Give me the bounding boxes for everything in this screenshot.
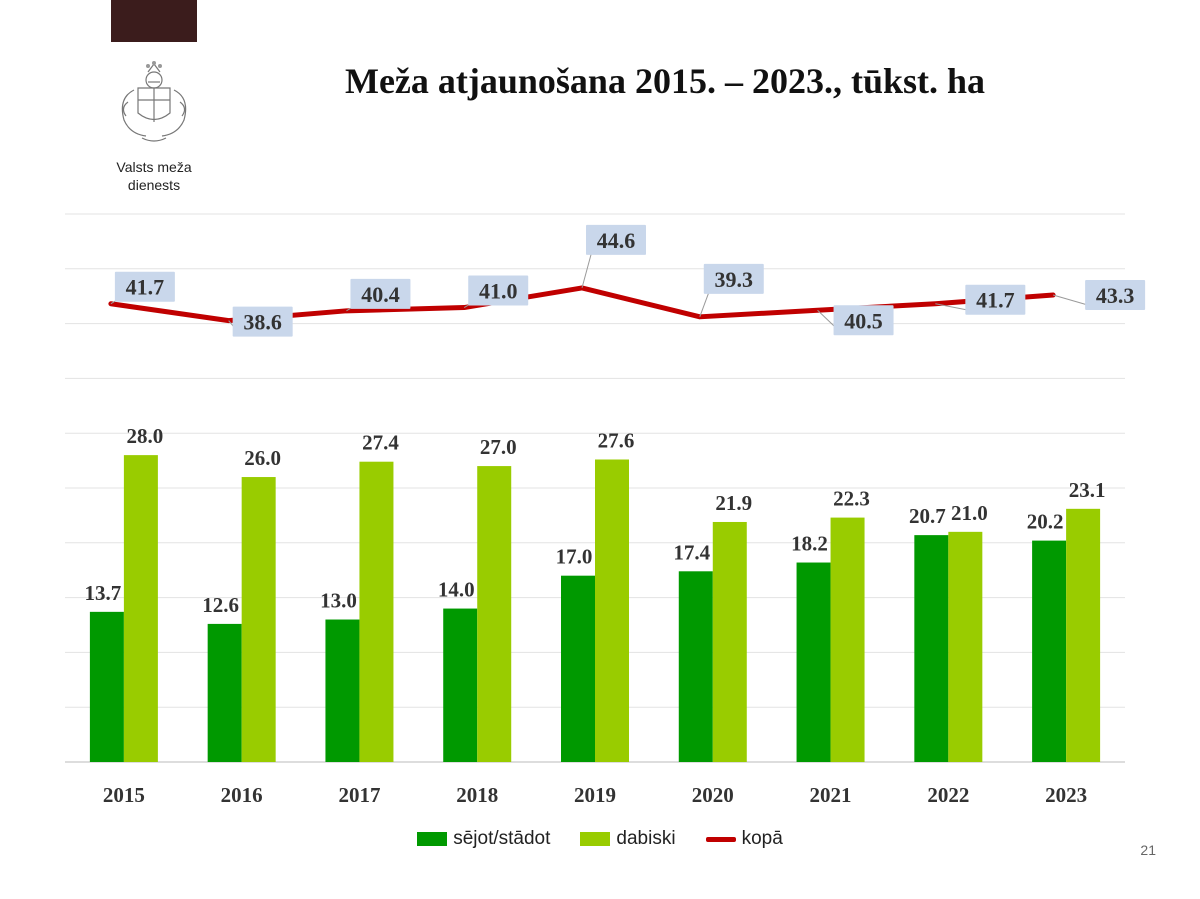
x-tick-label: 2016 [221,783,263,807]
callout-box [586,224,646,255]
legend-label-natural: dabiski [616,828,676,849]
data-label-natural: 21.0 [951,501,988,525]
org-name-line2: dienests [127,177,181,193]
legend-swatch-sown [417,832,448,846]
data-label-total: 44.6 [597,228,636,253]
bar-sown [443,608,478,762]
data-label-sown: 14.0 [438,578,475,602]
callout-box [232,306,293,337]
data-label-sown: 18.2 [791,532,828,556]
data-label-total: 43.3 [1096,283,1135,308]
chart-area: 13.7 28.0 2015 12.6 26.0 2016 13.0 27.4 2017 14.0… [65,213,1146,807]
bar-natural [359,461,394,762]
data-label-total: 39.3 [715,267,754,292]
x-tick-label: 2015 [103,783,145,807]
callout-box [468,275,529,306]
data-label-sown: 13.7 [85,581,122,605]
callout-box [1085,280,1146,311]
bar-natural [830,517,865,762]
bar-natural [595,459,629,762]
data-label-total: 41.7 [126,275,165,300]
bar-natural [123,455,158,762]
bar-sown [561,575,595,762]
bar-natural [477,466,512,762]
top-color-bar [111,0,197,42]
legend-item-total: kopā [705,828,783,850]
bar-sown [796,562,831,762]
data-label-natural: 21.9 [715,491,752,515]
x-tick-label: 2018 [456,783,498,807]
callout-box [703,263,764,294]
x-tick-label: 2023 [1045,783,1087,807]
data-label-total: 40.5 [844,308,883,333]
data-label-sown: 20.2 [1027,510,1064,534]
bar-sown [325,619,360,762]
data-label-sown: 13.0 [320,589,357,613]
x-tick-label: 2022 [927,783,969,807]
bar-sown [914,535,949,762]
data-label-natural: 27.0 [480,435,517,459]
callout-box [350,278,411,309]
legend: sējot/stādot dabiski kopā [0,828,1200,850]
callout-box [114,271,175,302]
org-name: Valsts meža dienests [96,158,212,194]
callout-leader [699,289,711,317]
x-tick-label: 2020 [692,783,734,807]
x-tick-label: 2021 [810,783,852,807]
legend-item-sown: sējot/stādot [417,828,550,850]
data-label-sown: 17.4 [673,540,710,564]
chart-title: Meža atjaunošana 2015. – 2023., tūkst. h… [344,61,986,101]
bar-sown [207,623,242,762]
coat-of-arms-logo [121,61,187,142]
data-label-natural: 22.3 [833,487,870,511]
data-label-total: 40.4 [361,282,400,307]
legend-label-total: kopā [741,828,783,849]
bar-natural [948,531,983,762]
bar-sown [89,611,124,762]
data-label-sown: 17.0 [556,545,593,569]
data-label-natural: 27.6 [598,429,635,453]
legend-item-natural: dabiski [580,828,676,850]
callout-leader [581,250,593,289]
page-number: 21 [1140,842,1156,858]
bar-sown [678,571,713,762]
data-label-natural: 23.1 [1069,478,1106,502]
data-label-natural: 28.0 [127,424,164,448]
legend-swatch-natural [580,832,611,846]
legend-swatch-total [705,836,736,842]
data-label-sown: 12.6 [202,593,239,617]
data-label-natural: 26.0 [244,446,281,470]
callout-box [833,305,894,336]
data-label-sown: 20.7 [909,504,946,528]
x-tick-label: 2017 [338,783,380,807]
bar-natural [712,521,747,762]
bar-natural [1066,508,1101,762]
legend-label-sown: sējot/stādot [453,828,551,849]
data-label-total: 38.6 [243,310,282,335]
data-label-natural: 27.4 [362,431,399,455]
x-tick-label: 2019 [574,783,616,807]
org-name-line1: Valsts meža [116,159,192,175]
data-label-total: 41.7 [976,288,1015,313]
bar-natural [241,477,276,762]
bar-sown [1032,540,1067,762]
data-label-total: 41.0 [479,279,518,304]
callout-box [965,284,1026,315]
callout-leader [1052,294,1092,307]
